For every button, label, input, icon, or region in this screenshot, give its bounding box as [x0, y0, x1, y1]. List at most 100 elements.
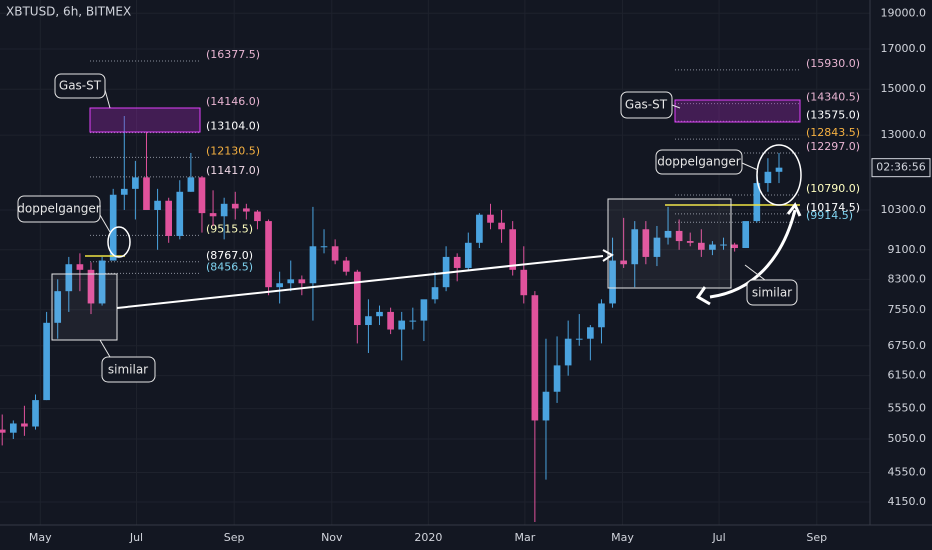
pointer: [99, 214, 111, 233]
callout-text: doppelganger: [657, 155, 740, 169]
callout: [655, 149, 743, 175]
candle-body: [132, 177, 139, 189]
level-label: (14340.5): [806, 91, 860, 104]
circle: [756, 144, 802, 206]
circle: [107, 226, 131, 258]
candle-body: [609, 260, 616, 304]
candle-body: [365, 316, 372, 326]
price-axis: [870, 0, 932, 550]
similar-box: [607, 198, 732, 289]
candle-body: [98, 260, 106, 304]
y-tick-label: 13000.0: [881, 128, 927, 141]
time-axis: [0, 525, 932, 550]
candle-body: [453, 256, 461, 268]
candle-body: [231, 203, 239, 209]
level-label: (13575.0): [806, 108, 860, 121]
candle-body: [209, 213, 217, 217]
candle-body: [398, 320, 406, 330]
x-tick-label: May: [611, 531, 634, 544]
candle-body: [620, 260, 627, 265]
y-tick-label: 7550.0: [888, 303, 927, 316]
candle-body: [243, 208, 250, 212]
candle-body: [420, 299, 428, 321]
x-tick-label: Sep: [224, 531, 245, 544]
candle-body: [353, 271, 361, 326]
y-tick-label: 4150.0: [888, 495, 927, 508]
y-tick-label: 4550.0: [888, 465, 927, 478]
level-label: (15930.0): [806, 57, 860, 70]
candle-body: [254, 211, 261, 222]
candle-body: [120, 188, 128, 195]
candle-body: [731, 244, 738, 249]
axis-labels: 19000.0 17000.0 15000.0 13000.0 10300.0 9100.…: [29, 6, 931, 544]
candle-body: [720, 244, 727, 246]
candle-body: [320, 246, 328, 248]
level-label: (11417.0): [206, 164, 260, 177]
countdown-tag: [871, 158, 931, 178]
levels: (16377.5) (14146.0) (13104.0) (12130.5) (114…: [90, 48, 860, 274]
annotations: Gas-ST Gas-ST doppelganger doppelganger …: [17, 73, 802, 383]
arrow-head: [695, 286, 711, 306]
level-label: (13104.0): [206, 120, 260, 133]
level-label: (10790.0): [806, 182, 860, 195]
candle-body: [143, 177, 150, 210]
pointer: [99, 339, 111, 358]
candle-body: [54, 291, 62, 323]
candle-body: [187, 177, 195, 192]
level-label: (9914.5): [806, 209, 853, 222]
candle-body: [575, 338, 583, 340]
x-tick-label: Mar: [515, 531, 536, 544]
pointer: [104, 89, 111, 109]
x-tick-label: Sep: [806, 531, 827, 544]
y-tick-label: 6150.0: [888, 369, 927, 382]
callout: [54, 73, 106, 99]
curved-arrow: [709, 209, 797, 299]
countdown: 02:36:56: [876, 161, 925, 174]
level-label: (8767.0): [206, 249, 253, 262]
level-label: (16377.5): [206, 48, 260, 61]
y-tick-label: 6750.0: [888, 339, 927, 352]
candle-body: [520, 269, 528, 296]
level-label: (12297.0): [806, 140, 860, 153]
candle-body: [498, 222, 505, 230]
candle-body: [431, 287, 439, 300]
candle-body: [753, 183, 761, 222]
candle-body: [154, 200, 161, 210]
candle-body: [43, 322, 50, 401]
candle-body: [564, 338, 572, 366]
pointer: [744, 264, 766, 281]
grid: [0, 0, 870, 525]
candle-body: [709, 244, 716, 250]
candle-body: [165, 200, 173, 236]
candle-body: [664, 230, 672, 238]
candle-body: [697, 242, 705, 250]
similar-box: [51, 273, 118, 341]
candle-body: [342, 260, 350, 272]
x-tick-label: May: [29, 531, 52, 544]
callout: [101, 356, 156, 383]
candle-body: [9, 423, 17, 433]
candle-body: [464, 242, 472, 268]
candle-body: [587, 327, 594, 339]
candle-body: [76, 264, 84, 270]
candle-body: [675, 230, 683, 242]
level-label: (9515.5): [206, 222, 253, 235]
y-tick-label: 8300.0: [888, 272, 927, 285]
x-tick-label: Jul: [129, 531, 143, 544]
candle-body: [298, 279, 306, 284]
x-tick-label: Nov: [321, 531, 343, 544]
candle-body: [331, 246, 339, 261]
candle-body: [220, 203, 228, 217]
candle-body: [21, 423, 28, 427]
candle-body: [65, 264, 73, 292]
candle-body: [198, 177, 206, 214]
candle-body: [476, 214, 483, 243]
candle-body: [542, 391, 550, 421]
candle-body: [287, 279, 295, 284]
supply-zone: [674, 99, 801, 123]
candle-body: [0, 429, 6, 433]
y-tick-label: 17000.0: [881, 42, 927, 55]
